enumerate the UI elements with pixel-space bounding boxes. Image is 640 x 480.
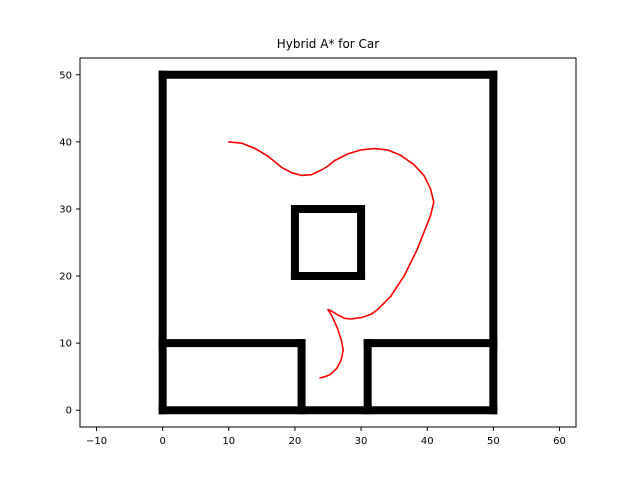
x-axis: −10 0 10 20 30 40 50 60 <box>86 427 566 447</box>
y-tick-label: 40 <box>59 137 72 148</box>
y-tick-label: 20 <box>59 272 72 283</box>
x-tick-label: 0 <box>159 436 165 447</box>
y-tick-label: 0 <box>66 406 72 417</box>
x-tick-label: 40 <box>421 436 434 447</box>
axes-frame <box>79 57 577 428</box>
y-tick-label: 30 <box>59 204 72 215</box>
x-tick-label: −10 <box>86 436 107 447</box>
chart-title: Hybrid A* for Car <box>277 37 380 51</box>
x-tick-label: 50 <box>487 436 500 447</box>
plot-area <box>158 70 498 415</box>
x-tick-label: 10 <box>222 436 235 447</box>
x-tick-label: 20 <box>289 436 302 447</box>
y-tick-label: 50 <box>59 70 72 81</box>
y-tick-label: 10 <box>59 339 72 350</box>
x-tick-label: 30 <box>355 436 368 447</box>
x-tick-label: 60 <box>553 436 566 447</box>
planned-path-line <box>228 141 435 379</box>
y-axis: 0 10 20 30 40 50 <box>59 70 80 417</box>
